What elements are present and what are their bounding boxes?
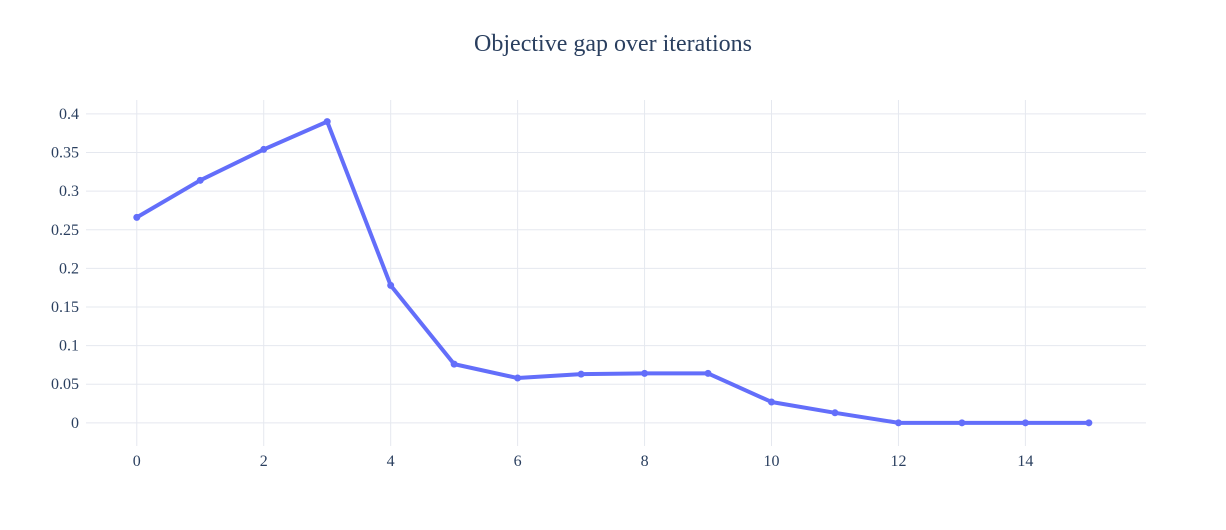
x-tick-label: 2 xyxy=(260,453,268,470)
x-tick-label: 14 xyxy=(1017,453,1033,470)
data-point[interactable] xyxy=(133,213,141,221)
data-point[interactable] xyxy=(260,145,268,153)
x-tick-label: 6 xyxy=(514,453,522,470)
y-tick-label: 0.35 xyxy=(51,145,79,162)
y-tick-label: 0 xyxy=(71,415,79,432)
data-point[interactable] xyxy=(450,360,458,368)
grid-lines xyxy=(86,100,1146,446)
data-point[interactable] xyxy=(323,118,331,126)
y-tick-label: 0.05 xyxy=(51,376,79,393)
y-tick-label: 0.2 xyxy=(59,260,79,277)
y-tick-label: 0.15 xyxy=(51,299,79,316)
data-point[interactable] xyxy=(1085,419,1093,427)
data-series xyxy=(133,118,1093,427)
y-tick-label: 0.1 xyxy=(59,338,79,355)
data-point[interactable] xyxy=(577,370,585,378)
x-tick-label: 8 xyxy=(641,453,649,470)
data-point[interactable] xyxy=(704,369,712,377)
x-tick-label: 0 xyxy=(133,453,141,470)
x-tick-label: 12 xyxy=(890,453,906,470)
chart-title: Objective gap over iterations xyxy=(474,31,752,57)
data-point[interactable] xyxy=(831,409,839,417)
data-point[interactable] xyxy=(387,281,395,289)
axis-tick-labels: 0 0.05 0.1 0.15 0.2 0.25 0.3 0.35 0.4 0 2 4 6 8 10 12 14 xyxy=(51,106,1033,470)
y-tick-label: 0.4 xyxy=(59,106,79,123)
data-point[interactable] xyxy=(514,374,522,382)
x-tick-label: 10 xyxy=(764,453,780,470)
data-point[interactable] xyxy=(894,419,902,427)
y-tick-label: 0.25 xyxy=(51,222,79,239)
data-point[interactable] xyxy=(958,419,966,427)
series-line xyxy=(134,119,1091,425)
x-tick-label: 4 xyxy=(387,453,395,470)
y-tick-label: 0.3 xyxy=(59,183,79,200)
data-point[interactable] xyxy=(641,369,649,377)
data-point[interactable] xyxy=(196,176,204,184)
data-point[interactable] xyxy=(1021,419,1029,427)
data-point[interactable] xyxy=(768,398,776,406)
